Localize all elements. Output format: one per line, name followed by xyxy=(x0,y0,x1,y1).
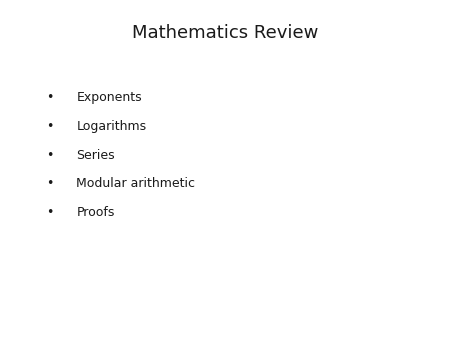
Text: •: • xyxy=(46,177,53,190)
Text: Series: Series xyxy=(76,149,115,162)
Text: •: • xyxy=(46,120,53,133)
Text: Mathematics Review: Mathematics Review xyxy=(132,24,318,42)
Text: •: • xyxy=(46,149,53,162)
Text: •: • xyxy=(46,206,53,219)
Text: Modular arithmetic: Modular arithmetic xyxy=(76,177,195,190)
Text: Exponents: Exponents xyxy=(76,91,142,104)
Text: •: • xyxy=(46,91,53,104)
Text: Proofs: Proofs xyxy=(76,206,115,219)
Text: Logarithms: Logarithms xyxy=(76,120,147,133)
